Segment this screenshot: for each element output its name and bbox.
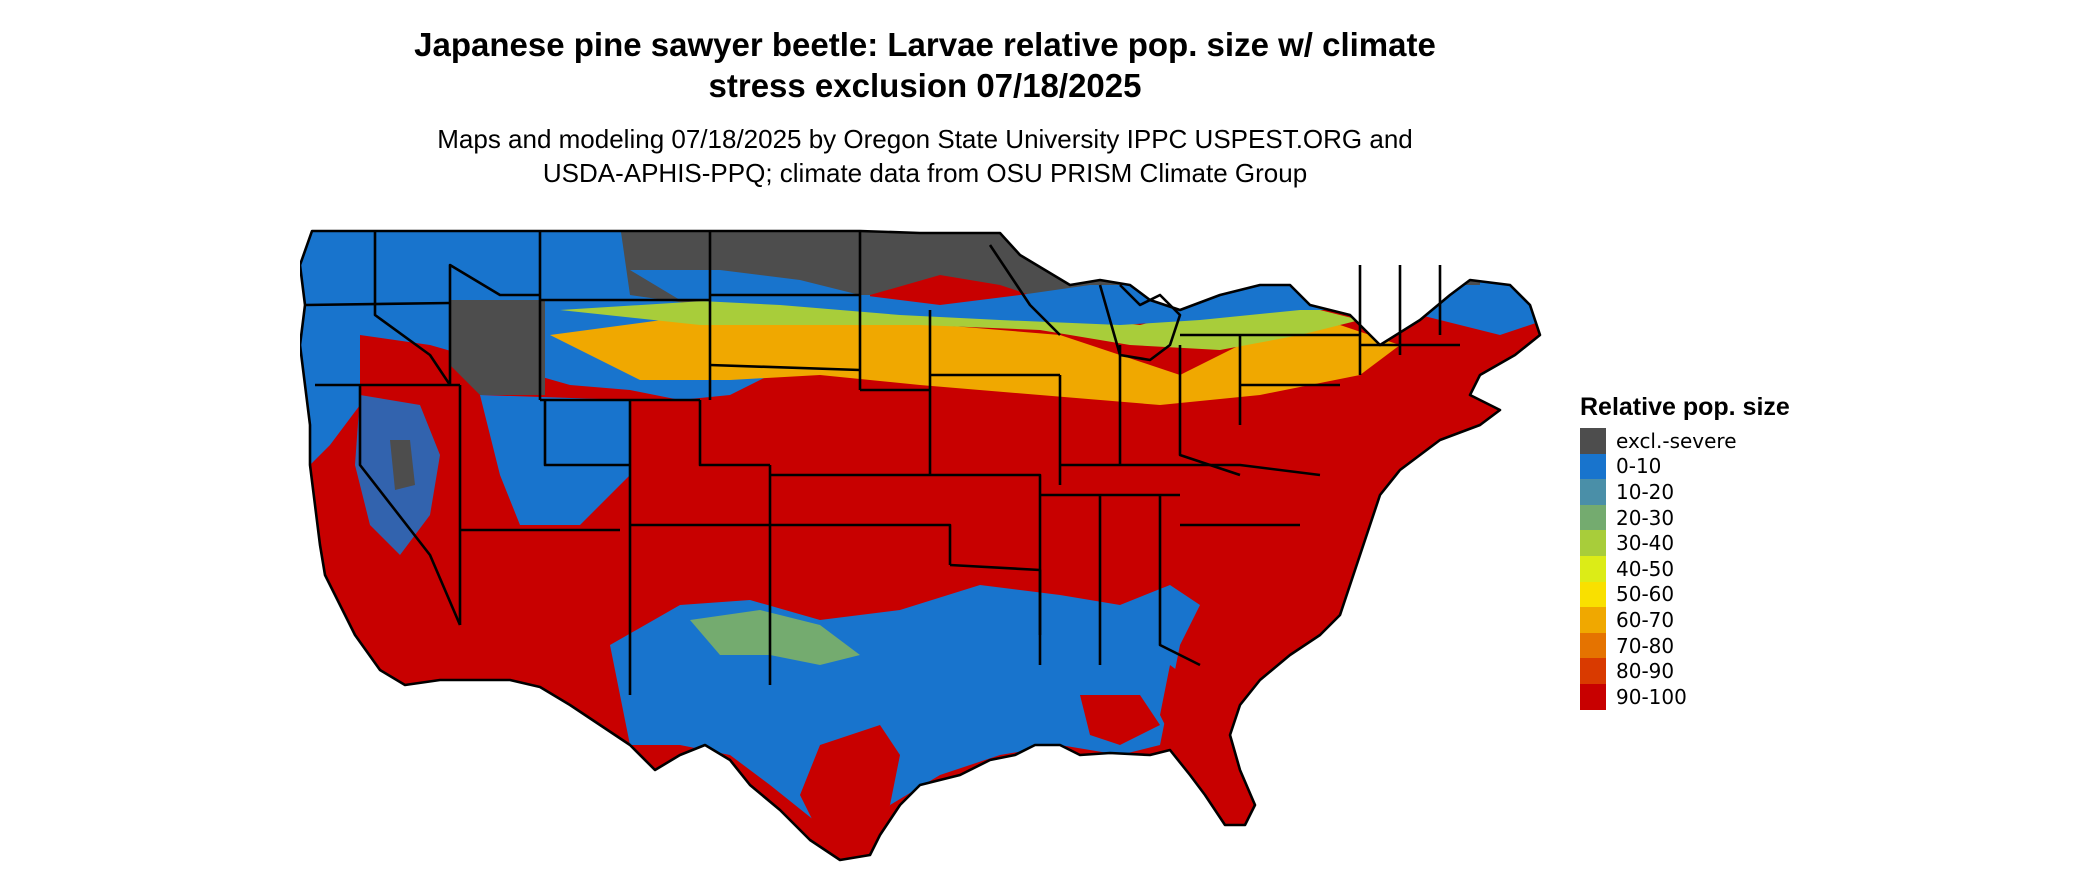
fill-20-30-south xyxy=(690,610,860,665)
map-subtitle-line-1: Maps and modeling 07/18/2025 by Oregon S… xyxy=(437,124,1413,154)
legend-swatch xyxy=(1580,453,1606,480)
co-ks-border xyxy=(698,400,770,467)
fill-90-100-georgia xyxy=(1080,695,1160,745)
legend: Relative pop. size excl.-severe 0-10 10-20… xyxy=(1580,392,1880,710)
fill-0-10-northeast xyxy=(1340,231,1540,335)
ok-tx-border xyxy=(770,523,952,565)
legend-label: 10-20 xyxy=(1616,479,1675,504)
fill-excluded-maine xyxy=(1430,231,1480,285)
us-outline xyxy=(300,229,1542,862)
legend-swatch xyxy=(1580,530,1606,556)
fill-90-100-texas-coast xyxy=(800,725,900,855)
legend-row: 20-30 xyxy=(1580,504,1880,531)
oh-wv-border xyxy=(1178,345,1241,477)
legend-swatch xyxy=(1580,632,1606,659)
legend-label: 80-90 xyxy=(1616,659,1675,684)
legend-label: 30-40 xyxy=(1616,531,1675,556)
legend-swatch xyxy=(1580,658,1606,684)
legend-label: 40-50 xyxy=(1616,556,1675,581)
legend-label: 20-30 xyxy=(1616,505,1675,530)
legend-row: 90-100 xyxy=(1580,683,1880,710)
ky-tn-border xyxy=(1060,463,1321,477)
legend-swatch xyxy=(1580,555,1606,582)
legend-swatch xyxy=(1580,428,1606,454)
legend-row: 40-50 xyxy=(1580,555,1880,582)
map-title-line-1: Japanese pine sawyer beetle: Larvae rela… xyxy=(414,26,1436,63)
al-ga-border xyxy=(1158,495,1201,667)
legend-swatch xyxy=(1580,607,1606,633)
legend-label: 0-10 xyxy=(1616,454,1662,479)
mn-wi-border xyxy=(988,244,1061,336)
ca-nv-border xyxy=(358,385,462,626)
sd-ne-border xyxy=(709,363,861,372)
fill-30-40-transition xyxy=(560,300,1360,350)
legend-row: 60-70 xyxy=(1580,607,1880,633)
legend-row: 10-20 xyxy=(1580,479,1880,505)
legend-label: 90-100 xyxy=(1616,684,1687,709)
legend-swatch xyxy=(1580,504,1606,531)
map-title-line-2: stress exclusion 07/18/2025 xyxy=(708,67,1142,104)
fill-90-100-florida xyxy=(1160,665,1245,825)
id-west-border xyxy=(373,231,452,386)
fill-excluded-wyoming xyxy=(450,300,545,395)
legend-row: excl.-severe xyxy=(1580,428,1880,454)
legend-label: 50-60 xyxy=(1616,582,1675,607)
legend-label: 70-80 xyxy=(1616,633,1675,658)
fill-excluded-sierra xyxy=(390,440,415,490)
ut-co-border xyxy=(543,400,630,467)
id-mt-border xyxy=(448,263,540,385)
fill-60-70-transition xyxy=(550,315,1400,405)
legend-row: 0-10 xyxy=(1580,453,1880,480)
state-boundaries xyxy=(300,229,1542,862)
wa-or-border xyxy=(304,301,451,307)
legend-swatch xyxy=(1580,479,1606,505)
fill-0-10-rockies xyxy=(480,395,630,525)
map-subtitle-line-2: USDA-APHIS-PPQ; climate data from OSU PR… xyxy=(542,158,1308,188)
fill-0-10-coast xyxy=(300,335,360,475)
legend-row: 80-90 xyxy=(1580,658,1880,684)
legend-title: Relative pop. size xyxy=(1580,393,1790,421)
mo-ar-border xyxy=(940,473,1042,525)
legend-swatch xyxy=(1580,683,1606,710)
legend-items: excl.-severe 0-10 10-20 20-30 30-40 40-50 50-6… xyxy=(1580,428,1880,710)
legend-row: 30-40 xyxy=(1580,530,1880,556)
legend-swatch xyxy=(1580,581,1606,608)
legend-row: 70-80 xyxy=(1580,632,1880,659)
michigan-outline xyxy=(1098,284,1182,362)
us-population-map xyxy=(300,229,1542,862)
legend-label: excl.-severe xyxy=(1616,428,1737,453)
legend-label: 60-70 xyxy=(1616,607,1675,632)
legend-row: 50-60 xyxy=(1580,581,1880,608)
